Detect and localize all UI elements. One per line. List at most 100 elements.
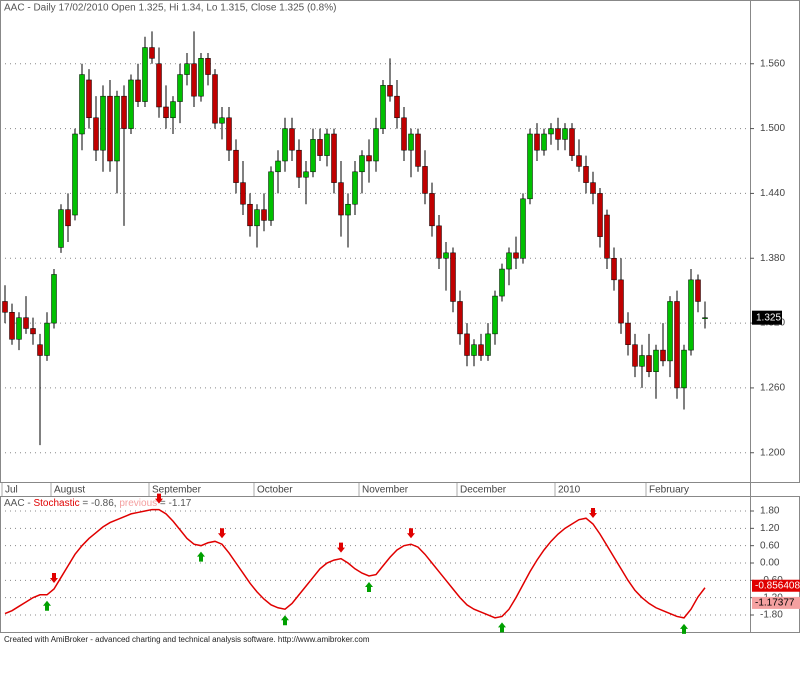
candle-body [583,166,589,183]
candle-body [37,344,43,356]
candle-body [303,171,309,178]
candle-body [450,252,456,302]
candle-body [366,155,372,162]
candle-body [93,117,99,151]
y-tick-label: 0.00 [760,558,780,569]
y-tick-label: 0.60 [760,540,780,551]
candle-body [352,171,358,205]
candle-body [240,182,246,205]
y-tick-label: 1.80 [760,506,780,517]
candle-body [387,85,393,97]
sell-arrow [589,508,597,519]
candle-body [618,279,624,324]
x-tick-label: September [152,485,202,496]
candle-body [219,117,225,124]
candle-body [688,279,694,351]
candle-body [422,166,428,194]
candle-body [156,63,162,108]
candle-body [282,128,288,162]
candle-body [184,63,190,75]
candle-body [576,155,582,167]
candle-body [527,133,533,200]
candle-body [646,355,652,372]
candle-body [359,155,365,173]
y-tick-label: -1.80 [760,610,783,621]
candle-body [492,295,498,335]
value-box [752,596,800,609]
candle-body [471,344,477,356]
candle-body [114,95,120,162]
candle-body [121,95,127,129]
y-tick-label: 1.560 [760,58,785,69]
candle-body [51,274,57,324]
candle-body [639,355,645,367]
value-label: -0.856408 [755,580,800,591]
candle-body [275,160,281,173]
candle-body [338,182,344,216]
previous-label: previous [119,498,157,509]
candle-body [345,203,351,216]
candle-body [289,128,295,151]
candle-body [506,252,512,270]
candle-body [310,139,316,173]
candle-body [163,106,169,119]
buy-arrow [365,581,373,592]
series-line [4,508,706,619]
candle-body [198,58,204,97]
x-tick-label: February [649,485,689,496]
candle-body [296,149,302,178]
candle-body [667,301,673,362]
candle-body [205,58,211,75]
candle-body [128,79,134,129]
buy-arrow [281,615,289,626]
candle-body [331,133,337,183]
previous-value: = -1.17 [157,498,192,509]
candle-body [212,74,218,124]
candle-body [247,203,253,227]
candle-body [149,47,155,59]
sell-arrow [407,528,415,539]
candle-body [513,252,519,259]
candle-body [324,133,330,156]
sell-arrow [50,572,58,583]
candle-body [135,79,141,102]
candle-body [261,209,267,221]
value-box [752,579,800,592]
candle-body [695,279,701,302]
candle-body [191,63,197,97]
candle-body [660,349,666,362]
candle-body [604,214,610,259]
candle-body [30,328,36,335]
candle-body [142,47,148,102]
candle-body [534,133,540,151]
y-tick-label: 1.260 [760,383,785,394]
candle-body [44,322,50,356]
candle-body [478,344,484,356]
sell-arrow [337,542,345,553]
candle-body [653,349,659,372]
candle-body [107,95,113,162]
x-tick-label: October [257,485,293,496]
title-value: = -0.86, [80,498,120,509]
candle-body [16,317,22,340]
candle-body [170,101,176,119]
buy-arrow [197,551,205,562]
candle-body [79,74,85,135]
candle-body [408,133,414,151]
candle-body [443,252,449,259]
last-price-label: 1.325 [756,312,781,323]
candle-body [499,268,505,297]
candle-body [226,117,232,151]
sell-arrow [218,528,226,539]
y-tick-label: 1.440 [760,188,785,199]
candle-body [254,209,260,227]
candle-body [100,95,106,151]
x-tick-label: 2010 [558,485,581,496]
stochastic-title: AAC - Stochastic = -0.86, previous = -1.… [4,498,192,509]
y-tick-label: 1.380 [760,253,785,264]
price-title: AAC - Daily 17/02/2010 Open 1.325, Hi 1.… [4,3,336,14]
candle-body [548,128,554,135]
footer: Created with AmiBroker - advanced charti… [4,635,370,644]
